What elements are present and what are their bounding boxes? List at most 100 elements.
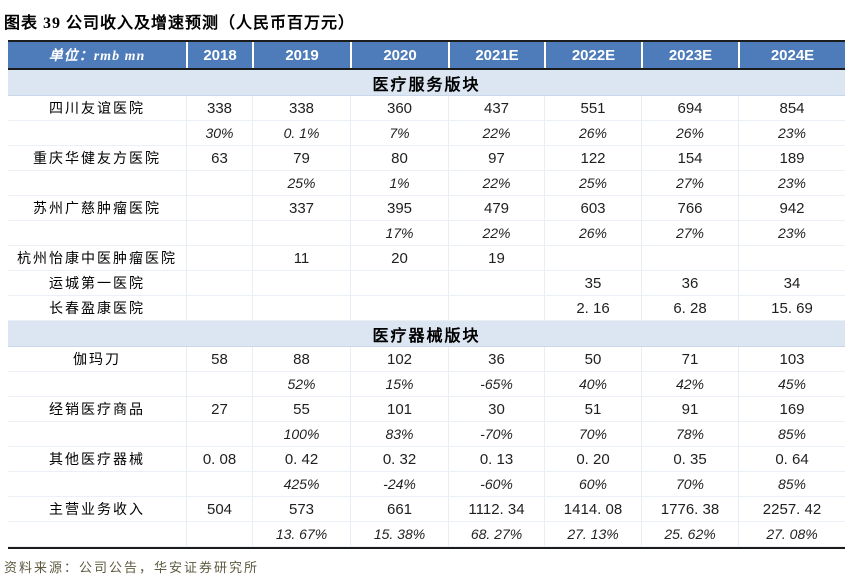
value-cell: 0. 08 — [186, 447, 252, 471]
table-row: 运城第一医院 35 36 34 — [8, 271, 845, 296]
row-label — [8, 472, 186, 496]
growth-row: 100% 83% -70% 70% 78% 85% — [8, 422, 845, 447]
growth-row: 13. 67% 15. 38% 68. 27% 27. 13% 25. 62% 27. 0… — [8, 522, 845, 547]
row-label: 苏州广慈肿瘤医院 — [33, 202, 161, 217]
unit-label: 单位：rmb mn — [48, 49, 146, 64]
value-cell: 25% — [544, 171, 641, 195]
value-cell — [641, 246, 738, 270]
value-cell: 6. 28 — [641, 296, 738, 320]
row-label: 运城第一医院 — [49, 277, 145, 292]
source-note: 资料来源：公司公告，华安证券研究所 — [4, 560, 260, 575]
value-cell: 100% — [252, 422, 350, 446]
value-cell — [186, 221, 252, 245]
table-row: 重庆华健友方医院 63 79 80 97 122 154 189 — [8, 146, 845, 171]
value-cell: 338 — [186, 96, 252, 120]
table-row: 长春盈康医院 2. 16 6. 28 15. 69 — [8, 296, 845, 321]
value-cell: 694 — [641, 96, 738, 120]
value-cell: 101 — [350, 397, 448, 421]
value-cell: 0. 1% — [252, 121, 350, 145]
value-cell — [186, 196, 252, 220]
value-cell: 23% — [738, 221, 845, 245]
value-cell: 83% — [350, 422, 448, 446]
section-band: 医疗服务版块 — [8, 70, 845, 96]
value-cell: 70% — [641, 472, 738, 496]
value-cell: 45% — [738, 372, 845, 396]
value-cell: 68. 27% — [448, 522, 544, 546]
value-cell: 36 — [641, 271, 738, 295]
value-cell: -65% — [448, 372, 544, 396]
value-cell: 52% — [252, 372, 350, 396]
value-cell: 63 — [186, 146, 252, 170]
value-cell: 942 — [738, 196, 845, 220]
financial-table: 单位：rmb mn 2018 2019 2020 2021E 2022E 2023E 202… — [8, 40, 845, 549]
value-cell: 25% — [252, 171, 350, 195]
row-label: 重庆华健友方医院 — [33, 152, 161, 167]
table-row: 伽玛刀 58 88 102 36 50 71 103 — [8, 347, 845, 372]
value-cell — [350, 296, 448, 320]
value-cell: 103 — [738, 347, 845, 371]
value-cell: 40% — [544, 372, 641, 396]
value-cell: 22% — [448, 171, 544, 195]
value-cell: 661 — [350, 497, 448, 521]
row-label — [8, 121, 186, 145]
value-cell: 51 — [544, 397, 641, 421]
value-cell: 80 — [350, 146, 448, 170]
value-cell: 23% — [738, 121, 845, 145]
value-cell: 169 — [738, 397, 845, 421]
value-cell: 338 — [252, 96, 350, 120]
value-cell: 2257. 42 — [738, 497, 845, 521]
year-header: 2020 — [350, 42, 448, 68]
value-cell: 19 — [448, 246, 544, 270]
table-row: 主营业务收入 504 573 661 1112. 34 1414. 08 1776. 38 2… — [8, 497, 845, 522]
value-cell: -24% — [350, 472, 448, 496]
value-cell: 71 — [641, 347, 738, 371]
value-cell — [544, 246, 641, 270]
value-cell: 91 — [641, 397, 738, 421]
value-cell: 27. 13% — [544, 522, 641, 546]
value-cell: 42% — [641, 372, 738, 396]
value-cell: 0. 64 — [738, 447, 845, 471]
value-cell — [186, 296, 252, 320]
value-cell: 337 — [252, 196, 350, 220]
row-label: 长春盈康医院 — [49, 302, 145, 317]
value-cell: 26% — [544, 221, 641, 245]
value-cell: 70% — [544, 422, 641, 446]
value-cell — [186, 422, 252, 446]
value-cell — [186, 271, 252, 295]
value-cell: 425% — [252, 472, 350, 496]
table-row: 四川友谊医院 338 338 360 437 551 694 854 — [8, 96, 845, 121]
value-cell: 573 — [252, 497, 350, 521]
value-cell: 60% — [544, 472, 641, 496]
value-cell — [448, 271, 544, 295]
row-label: 其他医疗器械 — [49, 453, 145, 468]
value-cell: 20 — [350, 246, 448, 270]
table-header-row: 单位：rmb mn 2018 2019 2020 2021E 2022E 2023E 202… — [8, 40, 845, 70]
value-cell: 26% — [641, 121, 738, 145]
value-cell: 1112. 34 — [448, 497, 544, 521]
row-label — [8, 171, 186, 195]
value-cell: 0. 35 — [641, 447, 738, 471]
value-cell: 25. 62% — [641, 522, 738, 546]
section-band: 医疗器械版块 — [8, 321, 845, 347]
year-header: 2023E — [641, 42, 738, 68]
value-cell: 11 — [252, 246, 350, 270]
value-cell — [186, 522, 252, 546]
value-cell: 1414. 08 — [544, 497, 641, 521]
row-label: 经销医疗商品 — [49, 403, 145, 418]
value-cell: 102 — [350, 347, 448, 371]
row-label — [8, 221, 186, 245]
value-cell: 122 — [544, 146, 641, 170]
value-cell: 437 — [448, 96, 544, 120]
value-cell: 55 — [252, 397, 350, 421]
value-cell: 30 — [448, 397, 544, 421]
value-cell: 13. 67% — [252, 522, 350, 546]
row-label: 四川友谊医院 — [49, 102, 145, 117]
value-cell: 1% — [350, 171, 448, 195]
value-cell: 88 — [252, 347, 350, 371]
value-cell: 34 — [738, 271, 845, 295]
value-cell: 603 — [544, 196, 641, 220]
value-cell — [186, 171, 252, 195]
value-cell: 22% — [448, 221, 544, 245]
value-cell: 97 — [448, 146, 544, 170]
